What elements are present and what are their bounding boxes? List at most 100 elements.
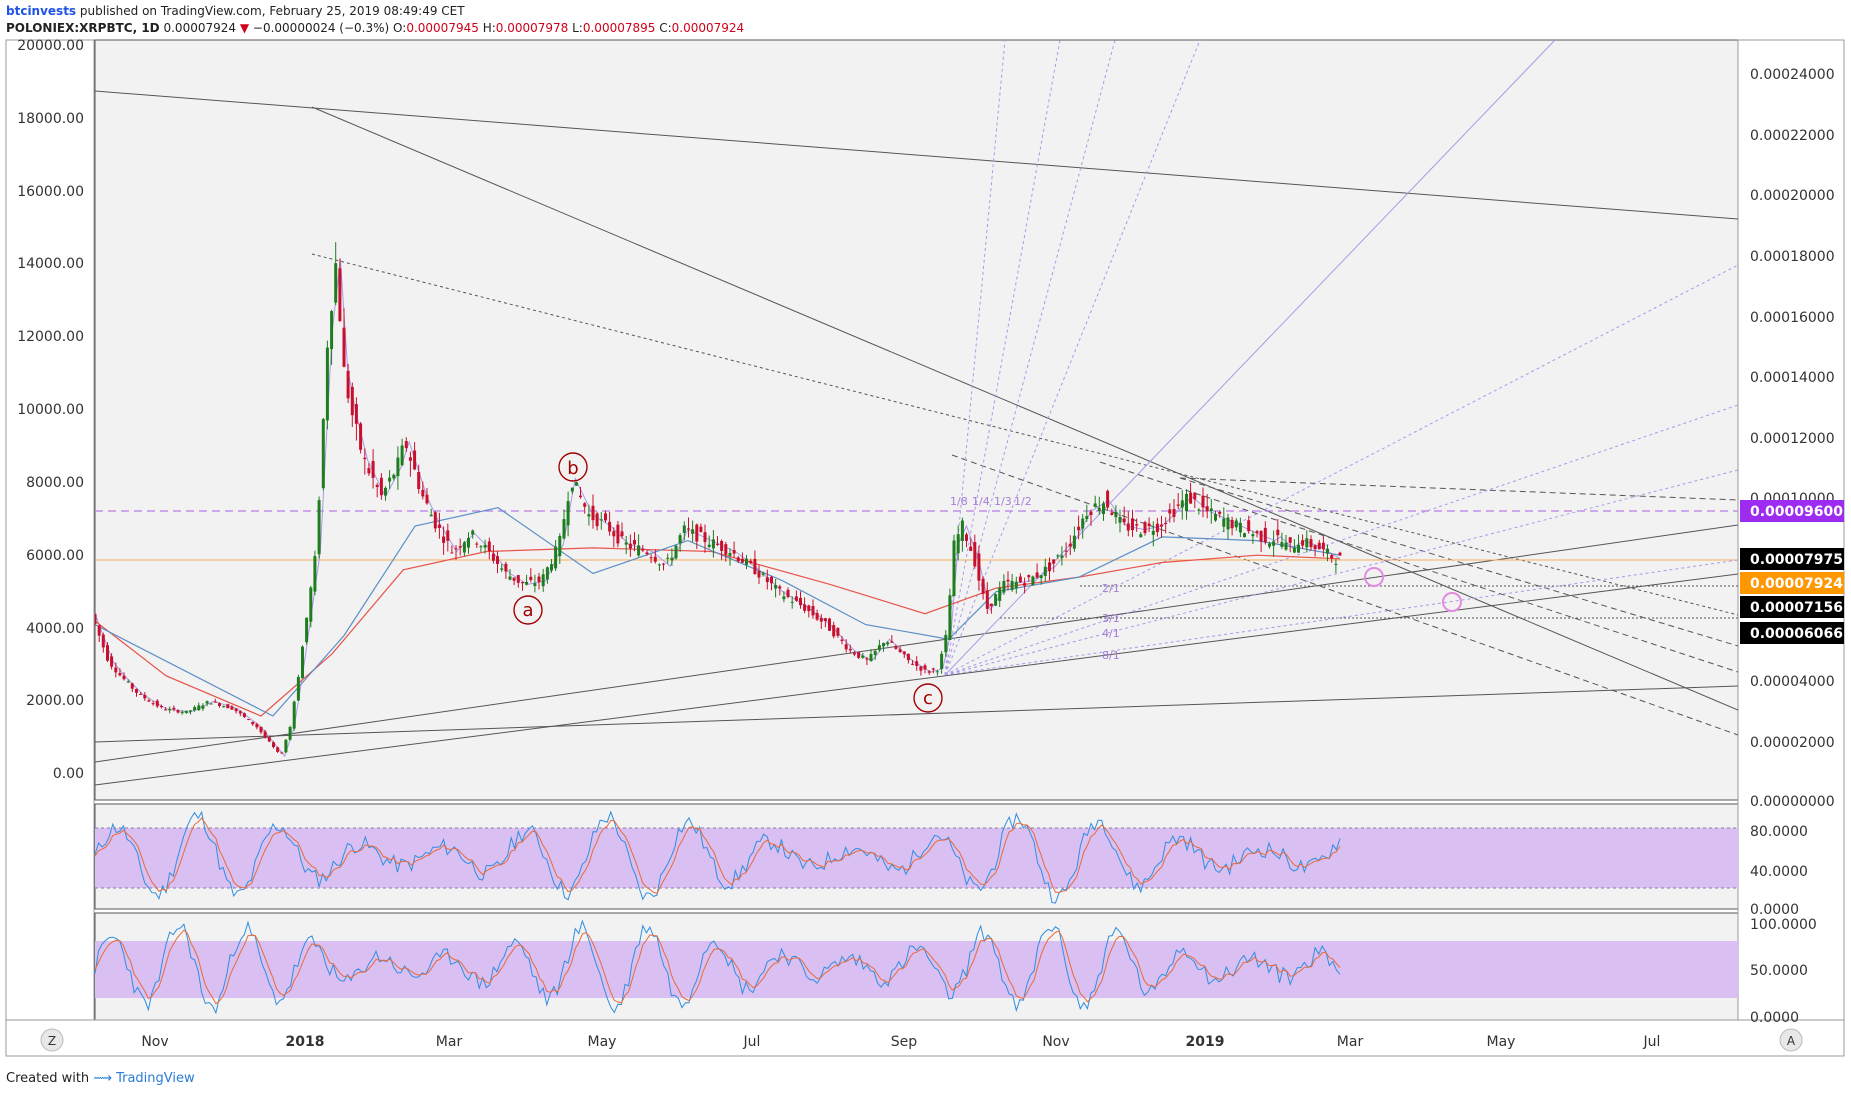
candle[interactable] [890, 641, 894, 643]
candle[interactable] [1205, 506, 1209, 512]
candle[interactable] [1226, 517, 1230, 530]
candle[interactable] [1131, 518, 1134, 531]
dotted-trendline[interactable] [311, 253, 1738, 616]
candle[interactable] [375, 484, 379, 487]
candle[interactable] [429, 514, 433, 517]
candle[interactable] [749, 560, 753, 563]
candle[interactable] [886, 642, 890, 645]
candle[interactable] [641, 549, 645, 551]
candle[interactable] [1027, 575, 1031, 578]
candle[interactable] [927, 671, 931, 673]
tradingview-brand[interactable]: TradingView [116, 1071, 195, 1086]
candle[interactable] [491, 553, 495, 561]
candle[interactable] [558, 536, 562, 557]
candle[interactable] [1243, 533, 1246, 538]
candle[interactable] [732, 550, 736, 554]
candle[interactable] [346, 370, 350, 399]
candle[interactable] [1268, 543, 1271, 547]
candle[interactable] [234, 708, 238, 712]
time-axis[interactable] [5, 1019, 1845, 1057]
candle[interactable] [222, 706, 226, 708]
candle[interactable] [1305, 538, 1309, 548]
candle[interactable] [454, 548, 458, 550]
candle[interactable] [263, 731, 267, 738]
candle[interactable] [894, 646, 898, 649]
publisher-name[interactable]: btcinvests [6, 4, 77, 18]
candle[interactable] [317, 500, 321, 555]
candle[interactable] [496, 556, 499, 564]
candle[interactable] [761, 573, 765, 575]
candle[interactable] [649, 557, 653, 559]
candle[interactable] [819, 617, 823, 622]
trendline-top[interactable] [95, 90, 1738, 220]
candle[interactable] [948, 595, 952, 640]
candle[interactable] [1006, 579, 1010, 582]
candle[interactable] [687, 528, 690, 530]
candle[interactable] [188, 710, 192, 712]
candle[interactable] [458, 546, 462, 548]
candle[interactable] [1338, 552, 1342, 556]
candle[interactable] [1301, 540, 1305, 546]
candle[interactable] [1081, 518, 1085, 529]
candle[interactable] [126, 681, 130, 683]
candle[interactable] [1039, 575, 1043, 579]
candle[interactable] [1031, 576, 1035, 586]
candle[interactable] [852, 653, 856, 655]
candle[interactable] [114, 667, 118, 673]
candle[interactable] [1309, 539, 1313, 548]
candle[interactable] [168, 709, 172, 711]
candle[interactable] [774, 585, 778, 589]
candle[interactable] [956, 534, 960, 554]
candle[interactable] [521, 582, 524, 584]
candle[interactable] [703, 532, 707, 542]
candle[interactable] [695, 524, 699, 542]
candle[interactable] [413, 450, 417, 470]
candle[interactable] [740, 558, 744, 563]
candle[interactable] [433, 512, 437, 529]
candle[interactable] [471, 530, 475, 535]
candle[interactable] [1052, 559, 1056, 564]
candle[interactable] [1043, 566, 1047, 576]
candle[interactable] [1035, 572, 1039, 578]
candle[interactable] [1172, 509, 1176, 517]
candle[interactable] [628, 543, 632, 549]
candle[interactable] [325, 347, 329, 421]
candle[interactable] [1106, 490, 1110, 508]
candle[interactable] [213, 701, 217, 703]
candle[interactable] [1238, 523, 1242, 533]
candle[interactable] [1147, 523, 1151, 526]
candle[interactable] [255, 724, 259, 728]
candle[interactable] [118, 673, 122, 676]
trendline-rising[interactable] [95, 573, 1738, 786]
candle[interactable] [1297, 544, 1300, 553]
candle[interactable] [442, 536, 446, 543]
candle[interactable] [1114, 512, 1118, 518]
candle[interactable] [525, 581, 529, 585]
candle[interactable] [408, 457, 412, 461]
candle[interactable] [296, 677, 300, 701]
candle[interactable] [330, 311, 334, 350]
candle[interactable] [1097, 507, 1101, 511]
candle[interactable] [500, 568, 504, 570]
candle[interactable] [1263, 527, 1267, 543]
candle[interactable] [670, 557, 674, 561]
candle[interactable] [1330, 555, 1334, 558]
candle[interactable] [965, 534, 968, 541]
candle[interactable] [711, 539, 715, 549]
candle[interactable] [840, 639, 844, 641]
candle[interactable] [633, 540, 636, 545]
candle[interactable] [861, 655, 865, 658]
candle[interactable] [508, 576, 512, 580]
candle[interactable] [467, 537, 470, 548]
candle[interactable] [794, 596, 798, 601]
candle[interactable] [1189, 492, 1193, 504]
candle[interactable] [425, 494, 429, 504]
candle[interactable] [193, 707, 197, 711]
trendline-base[interactable] [95, 685, 1738, 743]
candle[interactable] [180, 712, 184, 714]
candle[interactable] [637, 545, 641, 556]
candle[interactable] [579, 495, 582, 498]
candle[interactable] [998, 588, 1002, 601]
candle[interactable] [1255, 531, 1259, 533]
candle[interactable] [952, 540, 956, 597]
